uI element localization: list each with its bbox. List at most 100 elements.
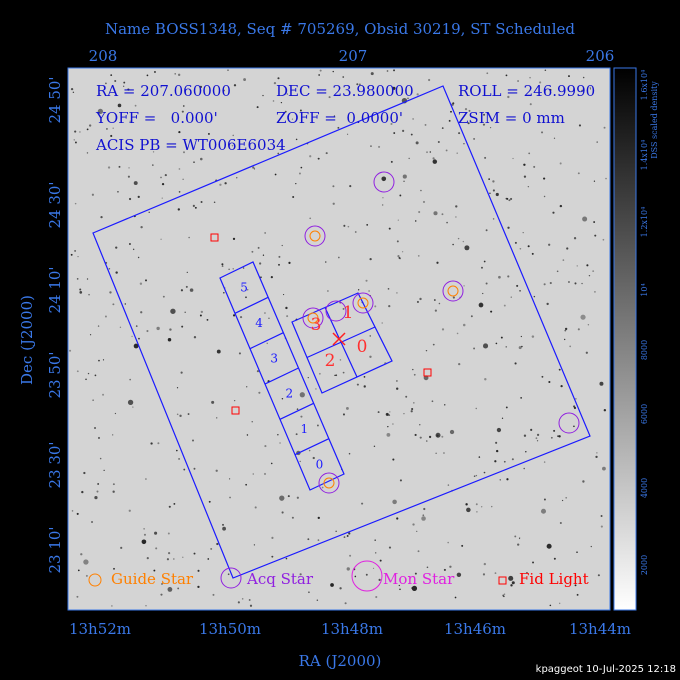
field-outline xyxy=(92,85,591,579)
left-tick-label: 23 50' xyxy=(46,351,64,398)
star xyxy=(199,314,202,317)
star xyxy=(69,349,72,352)
star xyxy=(436,261,439,264)
star xyxy=(482,123,486,126)
star xyxy=(185,285,188,288)
star xyxy=(484,156,487,159)
star xyxy=(558,602,561,605)
star xyxy=(127,175,130,178)
star xyxy=(592,270,595,272)
star xyxy=(348,532,351,535)
star xyxy=(432,157,435,160)
star xyxy=(133,181,138,186)
star xyxy=(379,559,382,562)
star xyxy=(180,371,183,374)
star xyxy=(161,182,165,186)
star xyxy=(483,562,486,566)
star xyxy=(573,425,575,428)
star xyxy=(565,496,568,499)
star xyxy=(473,347,476,350)
star xyxy=(157,442,160,445)
star xyxy=(374,539,376,541)
star xyxy=(494,572,497,575)
star xyxy=(368,290,371,292)
star xyxy=(419,436,422,439)
star xyxy=(416,300,419,304)
info-text: ACIS PB = WT006E6034 xyxy=(95,136,286,154)
star xyxy=(434,309,437,312)
star xyxy=(458,132,461,135)
star xyxy=(112,303,115,306)
star xyxy=(258,391,261,394)
star xyxy=(222,526,226,531)
star xyxy=(262,94,264,97)
star xyxy=(167,532,170,535)
star xyxy=(176,413,179,416)
star xyxy=(462,323,466,327)
star xyxy=(179,414,182,418)
star xyxy=(528,152,531,155)
star xyxy=(162,295,165,298)
star xyxy=(573,237,577,240)
star xyxy=(83,559,89,565)
star xyxy=(451,103,454,106)
star xyxy=(578,124,582,127)
star xyxy=(501,417,504,419)
chip-label: 2 xyxy=(325,351,336,371)
star xyxy=(510,296,512,298)
star xyxy=(549,88,552,91)
star xyxy=(483,471,486,474)
star xyxy=(435,432,441,438)
star xyxy=(414,433,417,437)
star xyxy=(455,205,458,208)
star xyxy=(154,531,158,535)
chip-label: 3 xyxy=(270,351,278,365)
star xyxy=(531,335,535,338)
star xyxy=(127,399,134,406)
star xyxy=(71,510,74,512)
star xyxy=(478,456,481,458)
star xyxy=(489,192,491,194)
star xyxy=(369,335,372,337)
star xyxy=(128,243,131,245)
star xyxy=(543,498,546,501)
star xyxy=(224,182,227,185)
star xyxy=(79,291,83,294)
star xyxy=(291,118,294,120)
star xyxy=(411,585,418,592)
star xyxy=(91,193,94,196)
star xyxy=(200,310,204,314)
star xyxy=(602,238,605,241)
info-text: YOFF = 0.000' xyxy=(95,109,218,127)
star xyxy=(263,472,267,476)
star xyxy=(115,271,118,274)
star xyxy=(557,435,559,437)
star xyxy=(146,557,149,560)
star xyxy=(145,605,147,607)
star xyxy=(603,409,607,412)
star xyxy=(253,168,256,170)
star xyxy=(321,486,324,489)
star xyxy=(495,192,499,197)
star xyxy=(419,424,421,426)
star xyxy=(589,86,591,88)
star xyxy=(123,85,125,87)
star xyxy=(602,466,606,471)
star xyxy=(140,311,143,314)
star xyxy=(431,400,434,403)
star xyxy=(212,593,215,596)
star xyxy=(155,547,158,550)
star xyxy=(388,305,391,308)
star xyxy=(343,536,346,538)
star xyxy=(428,78,431,82)
star xyxy=(271,555,274,558)
star xyxy=(145,478,147,480)
star xyxy=(97,483,100,485)
star xyxy=(279,442,281,444)
star xyxy=(177,208,181,211)
star xyxy=(519,290,521,292)
star xyxy=(452,296,455,299)
star xyxy=(596,452,598,454)
star xyxy=(375,595,378,599)
star xyxy=(435,452,437,454)
